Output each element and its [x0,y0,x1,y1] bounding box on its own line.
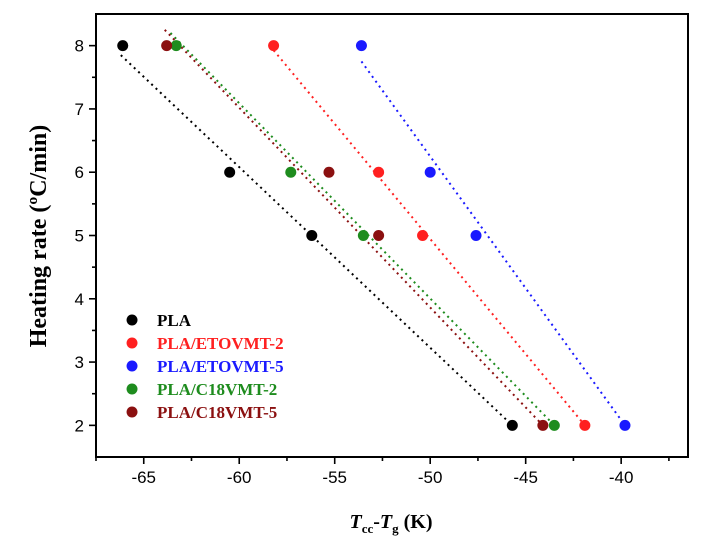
data-point [285,166,297,178]
data-point [537,419,549,431]
data-point [170,40,182,52]
fit-line [360,60,626,426]
y-axis-title: Heating rate (ºC/min) [26,125,52,348]
data-point [161,40,173,52]
fit-line [169,32,556,427]
x-title-main2: T [380,511,393,533]
data-point [323,166,335,178]
legend-marker [126,406,138,418]
legend-label: PLA/ETOVMT-5 [157,357,284,376]
x-title-sub2: g [392,521,399,536]
x-tick-label: -60 [227,468,252,487]
x-tick-label: -65 [131,468,156,487]
legend-marker [126,360,138,372]
y-tick-label: 4 [75,290,84,309]
data-point [579,419,591,431]
x-axis-title: Tcc-Tg (K) [349,511,432,536]
legend-label: PLA/ETOVMT-2 [157,334,284,353]
data-point [357,230,369,241]
x-tick-label: -50 [418,468,443,487]
data-point [619,419,631,431]
y-tick-label: 8 [75,37,84,56]
y-tick-label: 5 [75,227,84,246]
y-axis-ticks: 2 3 4 5 6 7 8 [75,37,96,435]
y-tick-label: 2 [75,416,84,435]
legend-marker [126,337,138,349]
legend-label: PLA [157,311,192,330]
fit-line [164,29,544,427]
x-title-dash: - [373,511,380,533]
x-title-sub1: cc [362,521,374,536]
data-point [268,40,280,52]
data-point [373,230,385,241]
data-point [373,166,385,178]
legend-label: PLA/C18VMT-5 [157,403,277,422]
legend-label: PLA/C18VMT-2 [157,380,277,399]
data-point [424,166,436,178]
x-title-main: T [349,511,362,533]
y-tick-label: 6 [75,163,84,182]
data-points [117,40,631,431]
legend-marker [126,314,138,326]
data-point [224,166,236,178]
data-point [506,419,518,431]
legend-marker [126,383,138,395]
data-point [355,40,367,52]
x-title-unit: (K) [399,511,433,533]
y-tick-label: 3 [75,353,84,372]
data-point [306,230,318,241]
legend: PLA PLA/ETOVMT-2 PLA/ETOVMT-5 PLA/C18VMT-2 P… [126,311,284,422]
data-point [470,230,482,241]
data-point [548,419,560,431]
data-point [117,40,129,52]
x-tick-label: -45 [513,468,538,487]
data-point [417,230,429,241]
y-tick-label: 7 [75,100,84,119]
x-tick-label: -55 [322,468,347,487]
x-tick-label: -40 [609,468,634,487]
x-axis-ticks: -65 -60 -55 -50 -45 -40 [95,457,670,487]
